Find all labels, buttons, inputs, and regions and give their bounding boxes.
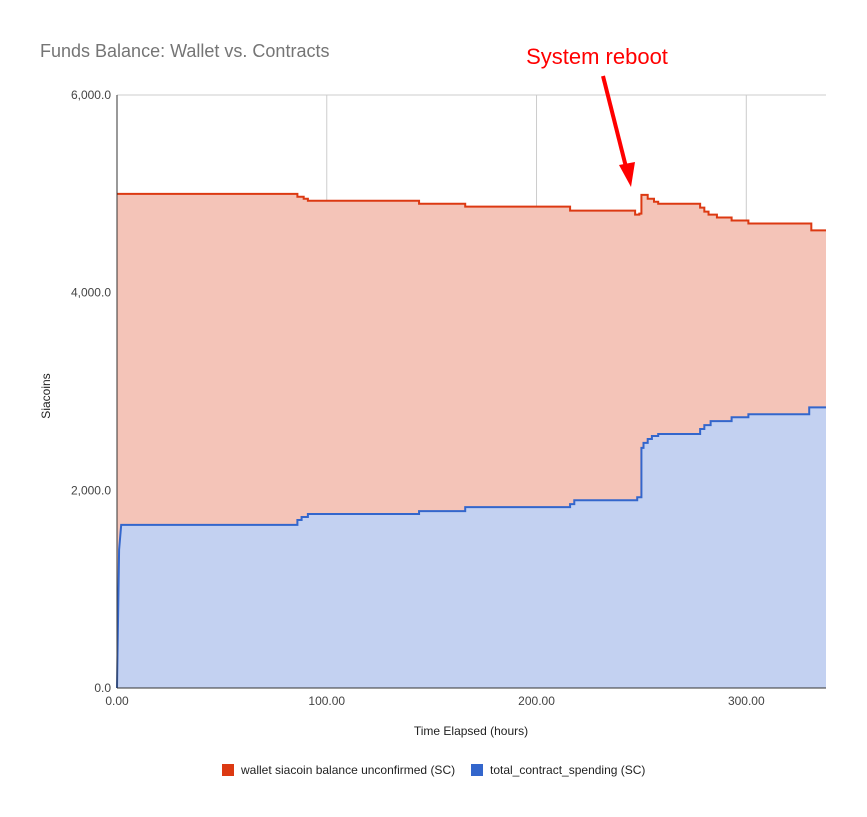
x-tick-label: 300.00	[728, 694, 765, 708]
y-tick-labels: 0.0 2,000.0 4,000.0 6,000.0	[71, 88, 111, 695]
x-tick-label: 0.00	[105, 694, 129, 708]
axes	[116, 95, 826, 689]
y-tick-label: 4,000.0	[71, 286, 111, 300]
y-tick-label: 0.0	[94, 681, 111, 695]
y-tick-label: 2,000.0	[71, 483, 111, 497]
series-line-1	[116, 406, 826, 689]
legend: wallet siacoin balance unconfirmed (SC) t…	[222, 763, 645, 777]
y-tick-label: 6,000.0	[71, 88, 111, 102]
x-tick-label: 100.00	[308, 694, 345, 708]
x-tick-labels: 0.00 100.00 200.00 300.00	[105, 694, 765, 708]
annotation-text: System reboot	[526, 44, 668, 69]
annotation-arrow-head	[619, 162, 635, 187]
legend-label-0: wallet siacoin balance unconfirmed (SC)	[240, 763, 455, 777]
x-axis-title: Time Elapsed (hours)	[414, 724, 528, 738]
series-lines	[116, 192, 826, 689]
series-areas	[117, 193, 826, 689]
series-line-0	[117, 192, 826, 232]
chart-title: Funds Balance: Wallet vs. Contracts	[40, 41, 329, 61]
x-tick-label: 200.00	[518, 694, 555, 708]
legend-label-1: total_contract_spending (SC)	[490, 763, 645, 777]
series-area-1	[117, 407, 826, 688]
annotation-arrow-shaft	[601, 75, 628, 168]
annotation: System reboot	[526, 44, 668, 187]
y-axis-title: Siacoins	[39, 373, 53, 418]
legend-swatch-0	[222, 764, 234, 776]
legend-swatch-1	[471, 764, 483, 776]
